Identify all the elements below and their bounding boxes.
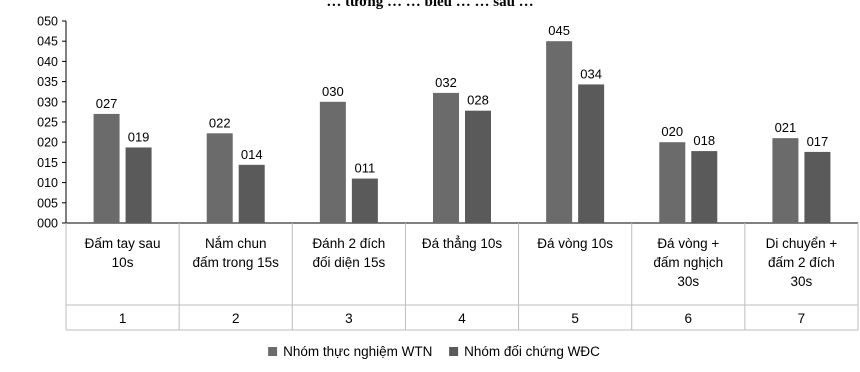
bar <box>546 41 573 224</box>
x-category-label: 30s <box>791 274 813 289</box>
x-index-label: 5 <box>571 311 579 326</box>
y-tick-label: 045 <box>37 35 58 49</box>
legend-entry: Nhóm đối chứng WĐC <box>464 344 600 359</box>
data-label: 020 <box>661 124 683 139</box>
chart-axes: 000 005 010 015 020 025 030 035 040 045 050 <box>37 15 859 331</box>
data-label: 032 <box>435 75 457 90</box>
y-tick-label: 050 <box>37 15 58 29</box>
y-tick-label: 025 <box>37 116 58 130</box>
x-category-label: Đá thẳng 10s <box>422 236 503 251</box>
x-category-label: đấm nghịch <box>653 255 723 270</box>
bar <box>659 142 686 223</box>
bar <box>772 138 799 223</box>
chart-title: … tương … … biểu … … sau … <box>326 0 533 10</box>
data-label: 030 <box>322 84 344 99</box>
x-index-label: 6 <box>685 311 693 326</box>
x-category-label: đấm 2 đích <box>768 255 835 270</box>
x-category-label: Di chuyển + <box>766 236 838 251</box>
data-label: 034 <box>580 66 602 81</box>
y-tick-label: 000 <box>37 217 58 231</box>
bar <box>691 151 718 223</box>
x-category-label: Nắm chun <box>205 236 267 251</box>
data-label: 014 <box>241 147 263 162</box>
chart-legend: Nhóm thực nghiệm WTN Nhóm đối chứng WĐC <box>268 344 600 359</box>
y-tick-label: 030 <box>37 95 58 109</box>
y-tick-label: 005 <box>37 196 58 210</box>
data-label: 045 <box>548 23 570 38</box>
x-category-label: đối diện 15s <box>312 255 385 270</box>
x-category-label: Đá vòng 10s <box>537 236 613 251</box>
x-category-label: Đấm tay sau <box>85 236 161 251</box>
y-tick-label: 035 <box>37 75 58 89</box>
data-label: 022 <box>209 115 231 130</box>
data-label: 011 <box>354 161 375 176</box>
legend-swatch <box>268 347 278 356</box>
x-category-label: đấm trong 15s <box>193 255 280 270</box>
bar <box>238 164 265 223</box>
data-label: 019 <box>128 129 150 144</box>
bar <box>351 178 378 223</box>
x-category-label: Đá vòng + <box>657 236 719 251</box>
data-label: 017 <box>807 134 829 149</box>
legend-entry: Nhóm thực nghiệm WTN <box>283 344 432 359</box>
chart-labels: 027 019 Đấm tay sau 10s 1 022 014 Nắm chun đấm t… <box>85 23 838 326</box>
data-label: 021 <box>775 120 797 135</box>
legend-swatch <box>449 347 459 356</box>
x-index-label: 7 <box>798 311 806 326</box>
y-tick-label: 040 <box>37 55 58 69</box>
data-label: 027 <box>96 96 118 111</box>
bar <box>804 151 831 223</box>
x-index-label: 1 <box>119 311 127 326</box>
x-category-label: Đánh 2 đích <box>312 236 385 251</box>
bar <box>93 113 120 223</box>
bar <box>319 101 346 223</box>
y-tick-label: 020 <box>37 136 58 150</box>
bar <box>465 110 491 223</box>
bar <box>206 133 233 223</box>
y-tick-label: 010 <box>37 176 58 190</box>
x-index-label: 4 <box>458 311 466 326</box>
chart-bars <box>93 41 831 224</box>
bar <box>433 92 459 223</box>
x-category-label: 30s <box>677 274 699 289</box>
x-index-label: 2 <box>232 311 240 326</box>
x-index-label: 3 <box>345 311 353 326</box>
y-tick-label: 015 <box>37 156 58 170</box>
data-label: 028 <box>467 93 489 108</box>
data-label: 018 <box>693 133 715 148</box>
bar <box>125 147 152 223</box>
bar <box>578 84 605 223</box>
x-category-label: 10s <box>112 255 134 270</box>
